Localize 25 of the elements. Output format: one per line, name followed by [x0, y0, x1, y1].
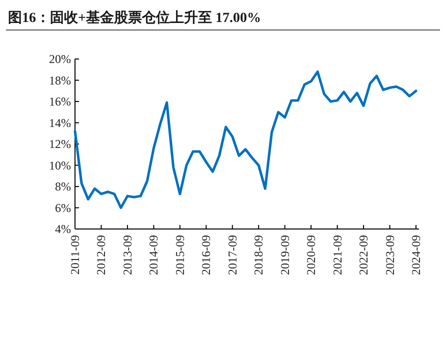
x-tick-label: 2018-09: [252, 235, 266, 275]
x-tick-label: 2017-09: [225, 235, 240, 275]
x-tick-label: 2023-09: [382, 235, 397, 275]
x-tick-label: 2020-09: [304, 235, 318, 275]
x-tick-label: 2014-09: [146, 235, 161, 275]
x-tick-label: 2012-09: [94, 235, 108, 275]
x-tick-label: 2016-09: [199, 235, 214, 275]
y-tick-label: 20%: [49, 52, 71, 66]
y-tick-label: 14%: [49, 116, 71, 130]
x-tick-label: 2024-09: [409, 235, 423, 275]
y-tick-label: 8%: [55, 180, 71, 194]
x-tick-label: 2019-09: [278, 235, 292, 275]
y-tick-label: 12%: [49, 137, 71, 151]
y-tick-label: 4%: [55, 222, 71, 236]
x-tick-label: 2022-09: [356, 235, 371, 275]
x-tick-label: 2013-09: [120, 235, 134, 275]
y-tick-label: 6%: [55, 200, 71, 215]
y-tick-label: 10%: [49, 158, 71, 172]
x-tick-label: 2015-09: [172, 235, 187, 275]
x-tick-label: 2021-09: [330, 235, 344, 275]
line-series: [74, 70, 418, 209]
y-tick-label: 16%: [49, 94, 71, 108]
y-tick-label: 18%: [49, 73, 71, 88]
chart-title: 图16：固收+基金股票仓位上升至 17.00%: [8, 9, 261, 26]
x-tick-label: 2011-09: [68, 235, 82, 275]
